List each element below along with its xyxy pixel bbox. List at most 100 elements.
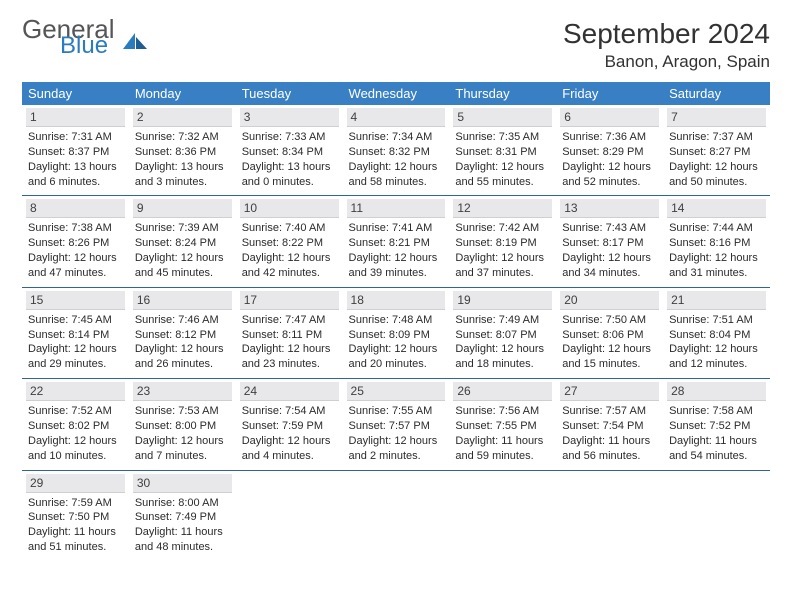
day-number: 10	[240, 199, 339, 217]
calendar-cell: 4Sunrise: 7:34 AMSunset: 8:32 PMDaylight…	[343, 105, 450, 196]
calendar-cell: 11Sunrise: 7:41 AMSunset: 8:21 PMDayligh…	[343, 196, 450, 287]
calendar-cell: 18Sunrise: 7:48 AMSunset: 8:09 PMDayligh…	[343, 287, 450, 378]
day-info: Sunrise: 7:55 AMSunset: 7:57 PMDaylight:…	[347, 401, 446, 463]
brand-blue: Blue	[60, 35, 115, 57]
day-number: 15	[26, 291, 125, 309]
calendar-cell: 10Sunrise: 7:40 AMSunset: 8:22 PMDayligh…	[236, 196, 343, 287]
day-info: Sunrise: 7:45 AMSunset: 8:14 PMDaylight:…	[26, 310, 125, 372]
day-info: Sunrise: 7:39 AMSunset: 8:24 PMDaylight:…	[133, 218, 232, 280]
day-number: 11	[347, 199, 446, 217]
calendar-cell	[556, 470, 663, 561]
calendar-cell: 12Sunrise: 7:42 AMSunset: 8:19 PMDayligh…	[449, 196, 556, 287]
calendar-cell: 20Sunrise: 7:50 AMSunset: 8:06 PMDayligh…	[556, 287, 663, 378]
calendar-cell: 2Sunrise: 7:32 AMSunset: 8:36 PMDaylight…	[129, 105, 236, 196]
calendar-cell	[236, 470, 343, 561]
day-info: Sunrise: 7:40 AMSunset: 8:22 PMDaylight:…	[240, 218, 339, 280]
day-info: Sunrise: 7:42 AMSunset: 8:19 PMDaylight:…	[453, 218, 552, 280]
sail-icon	[121, 27, 149, 47]
day-info: Sunrise: 7:34 AMSunset: 8:32 PMDaylight:…	[347, 127, 446, 189]
day-info: Sunrise: 7:53 AMSunset: 8:00 PMDaylight:…	[133, 401, 232, 463]
day-number: 1	[26, 108, 125, 126]
day-info: Sunrise: 7:31 AMSunset: 8:37 PMDaylight:…	[26, 127, 125, 189]
calendar-cell: 26Sunrise: 7:56 AMSunset: 7:55 PMDayligh…	[449, 379, 556, 470]
weekday-header: Sunday	[22, 82, 129, 105]
day-number: 28	[667, 382, 766, 400]
calendar-table: SundayMondayTuesdayWednesdayThursdayFrid…	[22, 82, 770, 561]
calendar-cell: 17Sunrise: 7:47 AMSunset: 8:11 PMDayligh…	[236, 287, 343, 378]
day-info: Sunrise: 7:59 AMSunset: 7:50 PMDaylight:…	[26, 493, 125, 555]
calendar-cell: 7Sunrise: 7:37 AMSunset: 8:27 PMDaylight…	[663, 105, 770, 196]
weekday-header: Thursday	[449, 82, 556, 105]
day-info: Sunrise: 7:48 AMSunset: 8:09 PMDaylight:…	[347, 310, 446, 372]
day-info: Sunrise: 7:56 AMSunset: 7:55 PMDaylight:…	[453, 401, 552, 463]
day-number: 23	[133, 382, 232, 400]
day-number: 4	[347, 108, 446, 126]
day-info: Sunrise: 7:33 AMSunset: 8:34 PMDaylight:…	[240, 127, 339, 189]
day-number: 29	[26, 474, 125, 492]
calendar-cell: 24Sunrise: 7:54 AMSunset: 7:59 PMDayligh…	[236, 379, 343, 470]
day-number: 8	[26, 199, 125, 217]
day-info: Sunrise: 7:51 AMSunset: 8:04 PMDaylight:…	[667, 310, 766, 372]
day-number: 26	[453, 382, 552, 400]
day-number: 22	[26, 382, 125, 400]
calendar-cell	[343, 470, 450, 561]
location: Banon, Aragon, Spain	[563, 52, 770, 72]
month-title: September 2024	[563, 18, 770, 50]
calendar-cell: 3Sunrise: 7:33 AMSunset: 8:34 PMDaylight…	[236, 105, 343, 196]
calendar-cell: 27Sunrise: 7:57 AMSunset: 7:54 PMDayligh…	[556, 379, 663, 470]
day-info: Sunrise: 7:35 AMSunset: 8:31 PMDaylight:…	[453, 127, 552, 189]
calendar-cell: 16Sunrise: 7:46 AMSunset: 8:12 PMDayligh…	[129, 287, 236, 378]
calendar-cell: 13Sunrise: 7:43 AMSunset: 8:17 PMDayligh…	[556, 196, 663, 287]
calendar-cell: 6Sunrise: 7:36 AMSunset: 8:29 PMDaylight…	[556, 105, 663, 196]
calendar-cell	[663, 470, 770, 561]
day-number: 7	[667, 108, 766, 126]
day-info: Sunrise: 7:41 AMSunset: 8:21 PMDaylight:…	[347, 218, 446, 280]
weekday-header-row: SundayMondayTuesdayWednesdayThursdayFrid…	[22, 82, 770, 105]
day-info: Sunrise: 7:54 AMSunset: 7:59 PMDaylight:…	[240, 401, 339, 463]
day-number: 5	[453, 108, 552, 126]
day-number: 6	[560, 108, 659, 126]
calendar-cell: 22Sunrise: 7:52 AMSunset: 8:02 PMDayligh…	[22, 379, 129, 470]
day-number: 20	[560, 291, 659, 309]
day-number: 25	[347, 382, 446, 400]
day-number: 13	[560, 199, 659, 217]
day-number: 3	[240, 108, 339, 126]
title-block: September 2024 Banon, Aragon, Spain	[563, 18, 770, 72]
day-number: 12	[453, 199, 552, 217]
day-info: Sunrise: 7:43 AMSunset: 8:17 PMDaylight:…	[560, 218, 659, 280]
day-info: Sunrise: 7:46 AMSunset: 8:12 PMDaylight:…	[133, 310, 232, 372]
day-number: 19	[453, 291, 552, 309]
day-info: Sunrise: 7:49 AMSunset: 8:07 PMDaylight:…	[453, 310, 552, 372]
day-info: Sunrise: 7:50 AMSunset: 8:06 PMDaylight:…	[560, 310, 659, 372]
day-number: 27	[560, 382, 659, 400]
day-info: Sunrise: 7:38 AMSunset: 8:26 PMDaylight:…	[26, 218, 125, 280]
weekday-header: Friday	[556, 82, 663, 105]
day-info: Sunrise: 7:36 AMSunset: 8:29 PMDaylight:…	[560, 127, 659, 189]
day-info: Sunrise: 7:44 AMSunset: 8:16 PMDaylight:…	[667, 218, 766, 280]
calendar-cell: 25Sunrise: 7:55 AMSunset: 7:57 PMDayligh…	[343, 379, 450, 470]
day-info: Sunrise: 7:47 AMSunset: 8:11 PMDaylight:…	[240, 310, 339, 372]
weekday-header: Monday	[129, 82, 236, 105]
brand-logo: General Blue	[22, 18, 149, 57]
day-number: 14	[667, 199, 766, 217]
calendar-cell: 9Sunrise: 7:39 AMSunset: 8:24 PMDaylight…	[129, 196, 236, 287]
day-info: Sunrise: 7:37 AMSunset: 8:27 PMDaylight:…	[667, 127, 766, 189]
calendar-cell: 21Sunrise: 7:51 AMSunset: 8:04 PMDayligh…	[663, 287, 770, 378]
calendar-cell: 28Sunrise: 7:58 AMSunset: 7:52 PMDayligh…	[663, 379, 770, 470]
calendar-cell: 29Sunrise: 7:59 AMSunset: 7:50 PMDayligh…	[22, 470, 129, 561]
day-info: Sunrise: 8:00 AMSunset: 7:49 PMDaylight:…	[133, 493, 232, 555]
weekday-header: Saturday	[663, 82, 770, 105]
calendar-cell: 15Sunrise: 7:45 AMSunset: 8:14 PMDayligh…	[22, 287, 129, 378]
calendar-cell	[449, 470, 556, 561]
day-info: Sunrise: 7:57 AMSunset: 7:54 PMDaylight:…	[560, 401, 659, 463]
weekday-header: Wednesday	[343, 82, 450, 105]
day-number: 24	[240, 382, 339, 400]
day-number: 18	[347, 291, 446, 309]
calendar-cell: 30Sunrise: 8:00 AMSunset: 7:49 PMDayligh…	[129, 470, 236, 561]
calendar-cell: 23Sunrise: 7:53 AMSunset: 8:00 PMDayligh…	[129, 379, 236, 470]
day-number: 9	[133, 199, 232, 217]
day-info: Sunrise: 7:58 AMSunset: 7:52 PMDaylight:…	[667, 401, 766, 463]
calendar-cell: 14Sunrise: 7:44 AMSunset: 8:16 PMDayligh…	[663, 196, 770, 287]
weekday-header: Tuesday	[236, 82, 343, 105]
calendar-cell: 5Sunrise: 7:35 AMSunset: 8:31 PMDaylight…	[449, 105, 556, 196]
